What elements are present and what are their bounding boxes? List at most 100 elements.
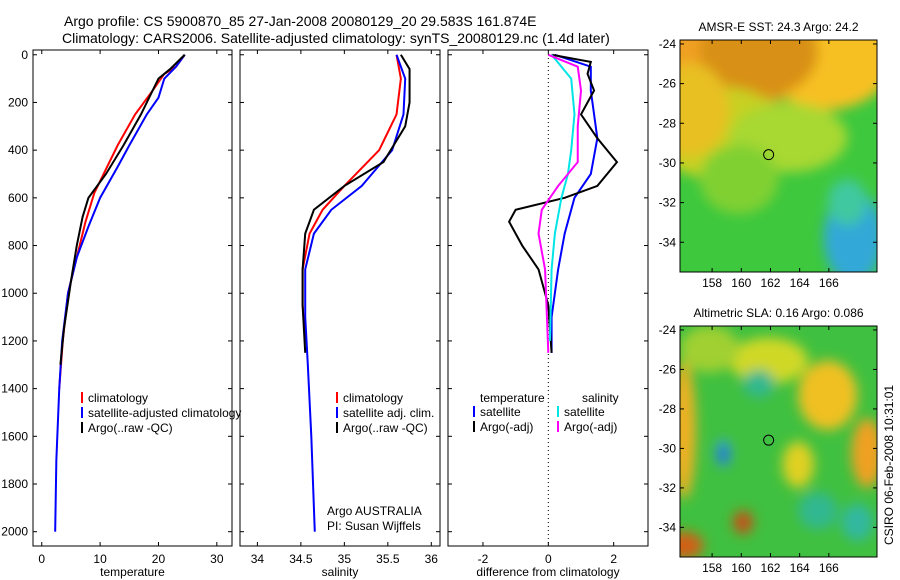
series-line-temperature-satellite bbox=[550, 53, 599, 353]
y-tick-label: 1400 bbox=[1, 382, 28, 396]
map-field-patch bbox=[798, 360, 858, 430]
map-field-patch bbox=[798, 492, 838, 530]
x-tick-label: 160 bbox=[731, 561, 751, 575]
legend-label: Argo(..raw -QC) bbox=[343, 421, 428, 435]
side-stamp: CSIRO 06-Feb-2008 10:31:01 bbox=[882, 385, 896, 545]
map-field-patch bbox=[680, 531, 704, 557]
y-tick-label: -34 bbox=[659, 235, 677, 249]
annotation-text: PI: Susan Wijffels bbox=[327, 519, 421, 533]
x-tick-label: 166 bbox=[819, 561, 839, 575]
x-tick-label: 160 bbox=[731, 276, 751, 290]
series-line-argo-raw-qc- bbox=[301, 54, 411, 353]
map-field-patch bbox=[680, 63, 730, 156]
map-field-patch bbox=[841, 503, 874, 541]
series-line-argo-raw-qc- bbox=[59, 54, 186, 365]
map-field-patch bbox=[719, 448, 728, 463]
x-tick-label: 158 bbox=[702, 561, 722, 575]
map-field-patch bbox=[733, 510, 753, 534]
y-tick-label: 2000 bbox=[1, 525, 28, 539]
x-tick-label: -2 bbox=[478, 552, 489, 566]
map-field-patch bbox=[743, 369, 775, 398]
legend-label: Argo(-adj) bbox=[564, 420, 617, 434]
title-line-1: Argo profile: CS 5900870_85 27-Jan-2008 … bbox=[64, 13, 537, 29]
axes-box bbox=[32, 49, 233, 547]
map-field-patch bbox=[680, 326, 740, 373]
x-tick-label: 162 bbox=[760, 561, 780, 575]
map-sla-map: 158 160 162 164 166 -24 -26 -28 -30 -32 -34 Altimet… bbox=[659, 306, 878, 575]
legend-header: salinity bbox=[582, 391, 619, 405]
y-tick-label: 400 bbox=[8, 143, 28, 157]
map-field bbox=[680, 40, 877, 272]
y-tick-label: 0 bbox=[21, 48, 28, 62]
legend-label: satellite bbox=[480, 405, 521, 419]
legend-label: Argo(-adj) bbox=[480, 420, 533, 434]
y-tick-label: -24 bbox=[659, 37, 677, 51]
x-tick-label: 35.5 bbox=[376, 552, 400, 566]
map-sst-map: 158 160 162 164 166 -24 -26 -28 -30 -32 -34 AMSR-E … bbox=[659, 20, 878, 290]
x-tick-label: 34 bbox=[251, 552, 265, 566]
argo-location-marker bbox=[763, 149, 775, 161]
x-tick-label: 0 bbox=[545, 552, 552, 566]
y-tick-label: -28 bbox=[659, 116, 677, 130]
y-tick-label: 1000 bbox=[1, 286, 28, 300]
y-tick-label: 600 bbox=[8, 191, 28, 205]
x-tick-label: 20 bbox=[152, 552, 166, 566]
annotation-text: Argo AUSTRALIA bbox=[327, 504, 422, 518]
argo-location-marker bbox=[763, 434, 775, 446]
map-box bbox=[679, 39, 878, 273]
map-field-patch bbox=[699, 40, 818, 98]
y-tick-label: -26 bbox=[659, 77, 677, 91]
series-line-temperature-argo-adj- bbox=[507, 53, 619, 353]
x-tick-label: 158 bbox=[702, 276, 722, 290]
x-tick-label: 162 bbox=[760, 276, 780, 290]
legend-header: temperature bbox=[480, 391, 545, 405]
series-line-satellite-adjusted-climatology bbox=[54, 54, 186, 532]
y-tick-label: 200 bbox=[8, 95, 28, 109]
map-field-patch bbox=[851, 418, 877, 488]
x-tick-label: 34.5 bbox=[289, 552, 313, 566]
y-tick-label: -28 bbox=[659, 402, 677, 416]
map-blobs bbox=[680, 326, 877, 557]
legend-label: Argo(..raw -QC) bbox=[88, 421, 173, 435]
x-tick-label: 36 bbox=[425, 552, 439, 566]
y-tick-label: -26 bbox=[659, 362, 677, 376]
series-line-satellite-adj-clim- bbox=[304, 54, 407, 532]
y-tick-label: 1800 bbox=[1, 477, 28, 491]
map-field-patch bbox=[782, 441, 814, 488]
x-axis-label: temperature bbox=[100, 565, 165, 579]
y-tick-label: 1200 bbox=[1, 334, 28, 348]
map-box bbox=[679, 325, 878, 558]
map-title: Altimetric SLA: 0.16 Argo: 0.086 bbox=[693, 306, 863, 320]
title-line-2: Climatology: CARS2006. Satellite-adjuste… bbox=[62, 30, 610, 46]
series-line-salinity-argo-adj- bbox=[537, 53, 583, 353]
series-line-climatology bbox=[58, 54, 186, 389]
legend-label: satellite-adjusted climatology bbox=[88, 406, 241, 420]
map-blobs bbox=[680, 40, 877, 272]
y-tick-label: -34 bbox=[659, 520, 677, 534]
series-line-climatology bbox=[301, 54, 402, 341]
map-field bbox=[680, 326, 877, 557]
legend-label: climatology bbox=[88, 391, 148, 405]
axes-box bbox=[239, 49, 441, 547]
x-tick-label: 35 bbox=[338, 552, 352, 566]
legend-label: satellite bbox=[564, 405, 605, 419]
x-tick-label: 2 bbox=[610, 552, 617, 566]
y-tick-label: -32 bbox=[659, 196, 677, 210]
map-field-patch bbox=[699, 144, 779, 214]
y-tick-label: -30 bbox=[659, 441, 677, 455]
x-tick-label: 164 bbox=[790, 561, 810, 575]
x-axis-label: salinity bbox=[322, 565, 359, 579]
map-title: AMSR-E SST: 24.3 Argo: 24.2 bbox=[698, 20, 858, 34]
y-tick-label: -30 bbox=[659, 156, 677, 170]
map-field-patch bbox=[827, 179, 868, 226]
panel-temperature: 0 10 20 30 0 200 400 600 800 1000 1200 1400 1600 1800… bbox=[1, 48, 241, 579]
y-tick-label: -24 bbox=[659, 323, 677, 337]
x-axis-label: difference from climatology bbox=[476, 565, 619, 579]
x-tick-label: 164 bbox=[790, 276, 810, 290]
map-field-patch bbox=[680, 360, 696, 500]
y-tick-label: -32 bbox=[659, 481, 677, 495]
y-tick-label: 1600 bbox=[1, 429, 28, 443]
map-field-patch bbox=[729, 337, 809, 384]
